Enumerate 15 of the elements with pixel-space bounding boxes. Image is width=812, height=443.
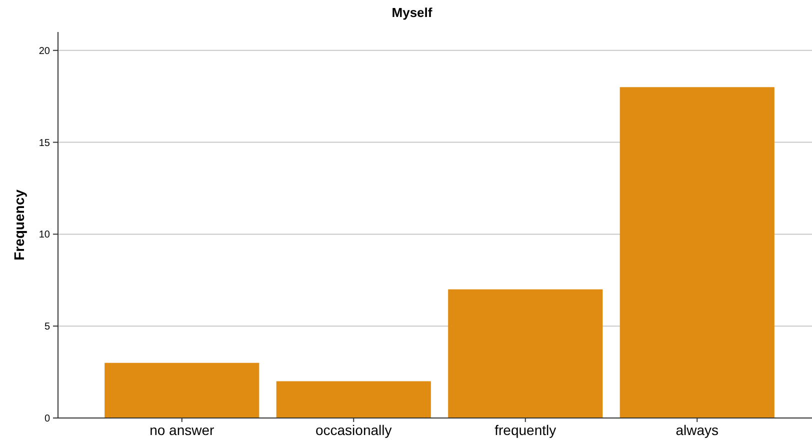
chart-title: Myself <box>392 5 433 20</box>
y-tick-label: 5 <box>44 322 50 333</box>
y-axis-title: Frequency <box>11 189 27 260</box>
x-tick-label: frequently <box>494 422 556 438</box>
y-tick-label: 15 <box>38 138 50 149</box>
bar <box>620 87 774 418</box>
x-tick-label: no answer <box>150 422 215 438</box>
x-tick-label: occasionally <box>315 422 392 438</box>
bar <box>104 362 260 418</box>
y-tick-label: 10 <box>38 230 50 241</box>
bar <box>448 289 603 418</box>
y-tick-label: 0 <box>44 414 50 424</box>
x-tick-label: always <box>676 422 719 438</box>
bar <box>276 381 431 418</box>
y-tick-label: 20 <box>38 46 50 57</box>
